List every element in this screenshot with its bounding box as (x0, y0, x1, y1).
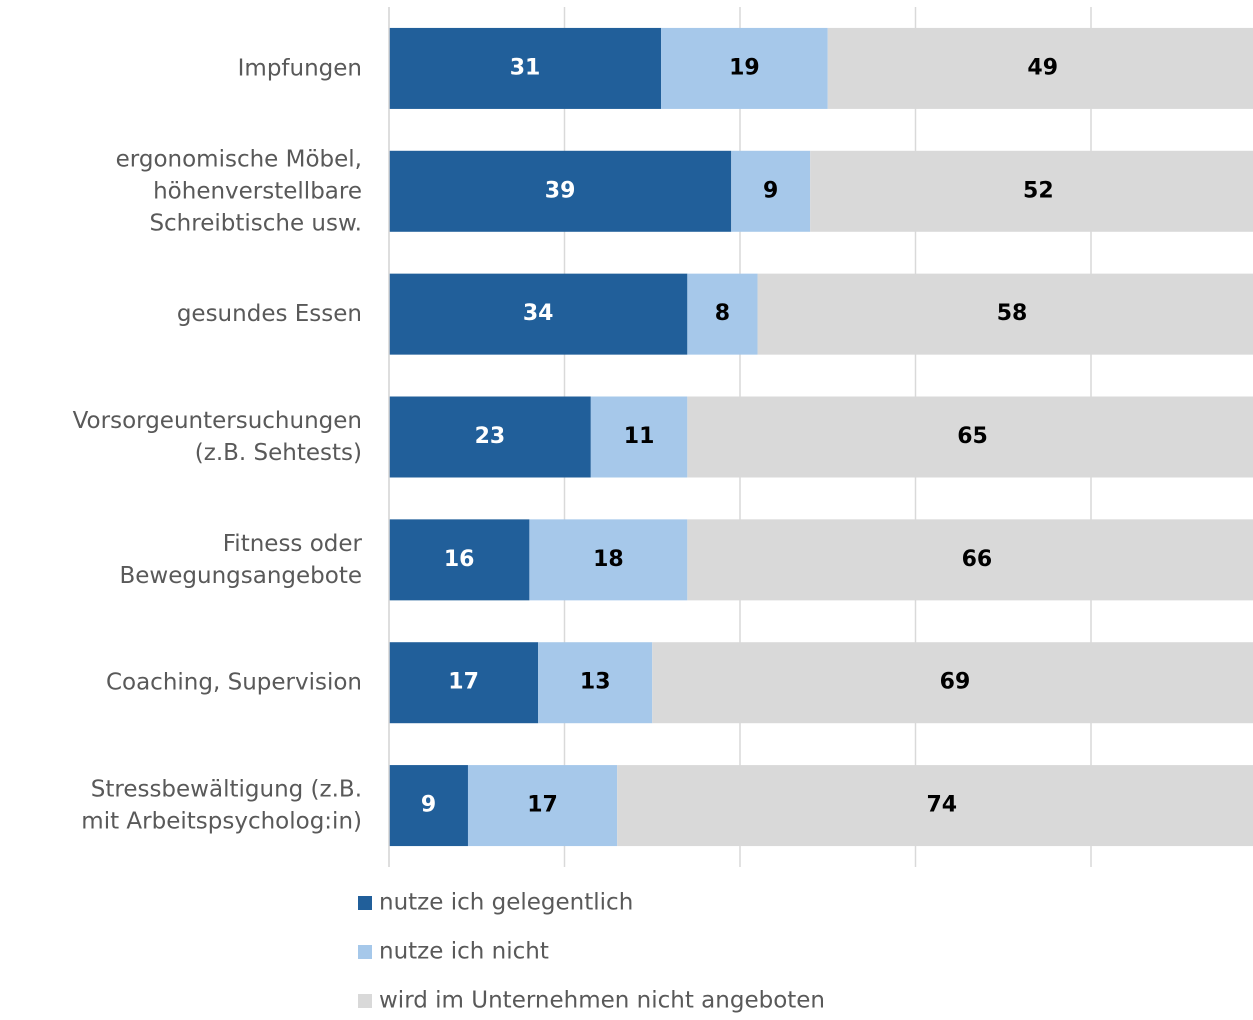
legend-swatch (358, 945, 372, 959)
bar-segment (389, 273, 688, 355)
bar-segment (731, 150, 811, 232)
data-label: 52 (1023, 178, 1054, 203)
bar-segment (652, 642, 1253, 724)
bar-segment (827, 27, 1253, 109)
bar-segment (467, 765, 618, 847)
bar-segment (529, 519, 688, 601)
data-label: 17 (448, 670, 479, 695)
data-label: 31 (510, 55, 541, 80)
data-label: 58 (997, 301, 1028, 326)
legend-label: wird im Unternehmen nicht angeboten (379, 988, 825, 1014)
bar-segment (757, 273, 1253, 355)
bar-segment (389, 519, 530, 601)
legend-swatch (358, 994, 372, 1008)
data-label: 66 (962, 547, 993, 572)
data-label: 39 (545, 178, 576, 203)
bar-segment (617, 765, 1253, 847)
data-label: 34 (523, 301, 554, 326)
bar-segment (590, 396, 688, 478)
bar-segment (687, 273, 758, 355)
bar-segment (389, 150, 732, 232)
y-tick-label: Coaching, Supervision (106, 669, 362, 695)
data-label: 9 (763, 178, 778, 203)
data-label: 8 (715, 301, 730, 326)
bar-segment (538, 642, 653, 724)
data-label: 23 (475, 424, 506, 449)
bar-segment (810, 150, 1253, 232)
y-tick-label: Fitness oder Bewegungsangebote (120, 530, 363, 588)
bar-segment (687, 519, 1253, 601)
legend-label: nutze ich gelegentlich (379, 890, 633, 916)
data-label: 16 (444, 547, 475, 572)
data-label: 17 (527, 793, 558, 818)
y-tick-label: Stressbewältigung (z.B. mit Arbeitspsycho… (81, 776, 362, 834)
data-label: 69 (940, 670, 971, 695)
y-tick-label: Vorsorgeuntersuchungen (z.B. Sehtests) (73, 408, 362, 466)
bar-segment (389, 642, 539, 724)
bar-segment (389, 396, 591, 478)
data-label: 18 (593, 547, 624, 572)
data-label: 11 (624, 424, 655, 449)
bar-segment (661, 27, 828, 109)
data-label: 74 (927, 793, 958, 818)
y-tick-label: Impfungen (238, 55, 362, 81)
y-tick-label: ergonomische Möbel, höhenverstellbare Schr… (116, 146, 362, 236)
data-label: 65 (957, 424, 988, 449)
bar-segment (389, 765, 468, 847)
legend-label: nutze ich nicht (379, 939, 549, 965)
y-tick-label: gesundes Essen (177, 301, 362, 327)
data-label: 19 (729, 55, 760, 80)
data-label: 9 (421, 793, 436, 818)
legend-swatch (358, 896, 372, 910)
bar-segment (389, 27, 662, 109)
data-label: 49 (1027, 55, 1058, 80)
data-label: 13 (580, 670, 611, 695)
bar-segment (687, 396, 1253, 478)
